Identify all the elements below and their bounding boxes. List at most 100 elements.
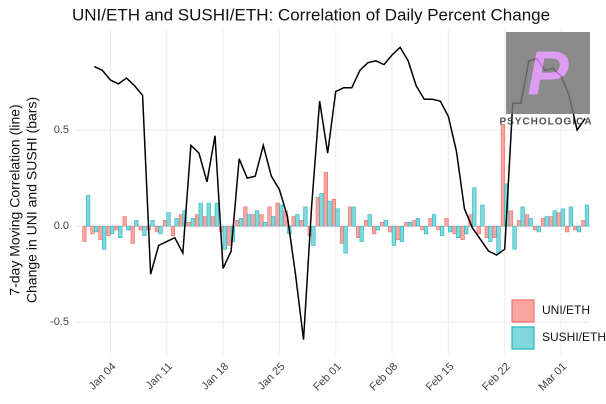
bar	[375, 225, 380, 231]
bar	[174, 218, 179, 227]
bar	[158, 225, 163, 235]
bar	[549, 216, 554, 227]
bar	[102, 225, 107, 250]
bar	[431, 214, 437, 227]
x-tick-label: Mar 01	[537, 361, 570, 394]
marks	[82, 46, 590, 340]
bar	[238, 218, 244, 227]
bar	[82, 225, 87, 242]
bar	[420, 225, 425, 231]
bar	[186, 222, 192, 227]
bar	[203, 216, 208, 227]
bar	[106, 225, 111, 237]
bar	[118, 225, 123, 238]
bar	[568, 206, 573, 227]
bar	[388, 225, 393, 233]
bar	[235, 220, 240, 227]
bar	[178, 214, 184, 227]
bar	[206, 202, 211, 227]
legend-label: UNI/ETH	[542, 303, 590, 317]
bar	[343, 225, 348, 254]
bar	[532, 225, 538, 231]
bar	[94, 225, 99, 233]
bar	[565, 225, 570, 233]
bar	[460, 225, 465, 240]
bar	[138, 225, 143, 231]
bar	[396, 225, 401, 240]
legend-key	[511, 326, 535, 350]
bar	[130, 225, 135, 244]
bar	[372, 225, 377, 235]
bar	[412, 220, 417, 227]
bar	[262, 222, 268, 227]
bar	[198, 202, 203, 227]
bar	[243, 206, 248, 227]
x-tick-label: Jan 25	[256, 361, 288, 393]
bar	[500, 123, 506, 227]
y-tick-label: 0.0	[54, 220, 69, 232]
bar	[404, 222, 409, 227]
x-tick-label: Feb 22	[480, 361, 513, 394]
bar	[516, 220, 522, 227]
bar	[380, 222, 385, 227]
bar	[524, 214, 530, 227]
y-axis-title: 7-day Moving Correlation (line) Change i…	[7, 97, 40, 303]
legend-key	[511, 299, 535, 323]
bar	[355, 225, 361, 238]
bar	[126, 225, 131, 231]
bar	[383, 220, 388, 227]
bar	[484, 225, 489, 238]
bar	[391, 225, 396, 246]
y-tick-label: 0.5	[54, 124, 69, 136]
bar	[536, 225, 541, 233]
bar	[190, 218, 195, 227]
bar	[415, 218, 421, 227]
y-tick-label: -0.5	[50, 316, 69, 328]
bar	[444, 218, 449, 227]
bar	[303, 206, 308, 227]
bar	[311, 225, 316, 246]
bar	[267, 206, 272, 227]
bar	[254, 210, 260, 227]
y-axis-title-line: 7-day Moving Correlation (line)	[7, 104, 23, 295]
x-tick-label: Jan 18	[199, 361, 231, 393]
bar	[295, 214, 300, 227]
bar	[331, 198, 337, 227]
bar	[150, 220, 155, 227]
legend: UNI/ETH SUSHI/ETH	[511, 299, 606, 350]
bar	[211, 216, 216, 227]
bar	[584, 204, 590, 227]
x-tick-label: Feb 15	[424, 361, 457, 394]
bar	[315, 197, 320, 227]
bar	[351, 206, 356, 227]
bar	[327, 200, 332, 227]
bar	[170, 225, 176, 237]
bar	[407, 222, 413, 227]
bar	[291, 216, 296, 227]
bar	[560, 208, 565, 227]
bar	[90, 225, 95, 235]
bar	[464, 225, 469, 235]
bar	[480, 204, 485, 227]
bar	[359, 225, 364, 242]
bar	[528, 218, 533, 227]
bar	[114, 225, 119, 231]
bar	[251, 214, 256, 227]
bar	[85, 195, 91, 227]
watermark-logo: P	[527, 39, 569, 108]
watermark: P PSYCHOLOGICA	[499, 32, 592, 128]
bar	[279, 204, 284, 227]
y-axis-title-line: Change in UNI and SUSHI (bars)	[24, 97, 40, 303]
bar	[436, 225, 441, 231]
legend-label: SUSHI/ETH	[542, 330, 606, 344]
bar	[448, 225, 453, 233]
bar	[347, 206, 353, 227]
x-tick-label: Jan 04	[87, 361, 119, 393]
x-tick-label: Feb 08	[368, 361, 401, 394]
bar	[299, 220, 304, 227]
bar	[275, 202, 280, 227]
watermark-box	[506, 32, 590, 114]
bar	[110, 225, 115, 235]
bar	[496, 225, 501, 254]
